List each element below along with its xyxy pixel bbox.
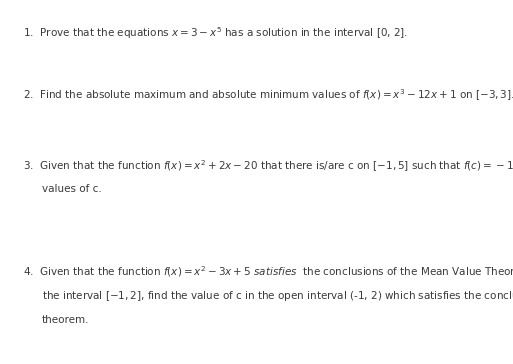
Text: 3.  Given that the function $f(x) = x^2 + 2x - 20$ that there is/are c on $[-1, : 3. Given that the function $f(x) = x^2 +…	[23, 158, 513, 174]
Text: 1.  Prove that the equations $x = 3 - x^5$ has a solution in the interval [0, 2]: 1. Prove that the equations $x = 3 - x^5…	[23, 25, 408, 41]
Text: 2.  Find the absolute maximum and absolute minimum values of $f(x) = x^3 - 12x +: 2. Find the absolute maximum and absolut…	[23, 87, 513, 103]
Text: values of c.: values of c.	[42, 184, 102, 194]
Text: theorem.: theorem.	[42, 315, 90, 325]
Text: the interval $[-1, 2]$, find the value of c in the open interval (-1, 2) which s: the interval $[-1, 2]$, find the value o…	[42, 289, 513, 303]
Text: 4.  Given that the function $f(x) = x^2 - 3x + 5$ $\mathit{satisfies}$  the conc: 4. Given that the function $f(x) = x^2 -…	[23, 264, 513, 279]
